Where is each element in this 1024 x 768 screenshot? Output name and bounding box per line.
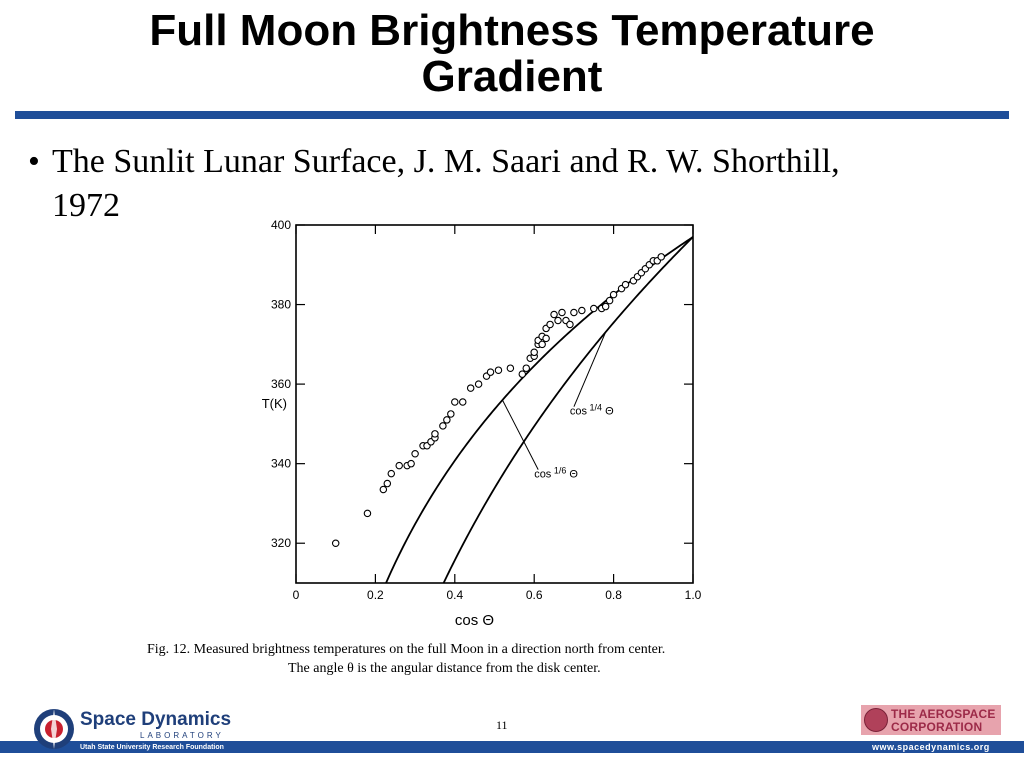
figure-caption: Fig. 12. Measured brightness temperature… <box>147 640 847 678</box>
x-tick-label: 0.2 <box>367 588 384 602</box>
data-point <box>443 416 451 424</box>
data-point <box>379 485 388 494</box>
data-point <box>451 398 459 406</box>
data-point <box>550 310 558 319</box>
data-point <box>474 380 483 388</box>
data-point <box>621 280 630 289</box>
data-point <box>383 479 392 488</box>
slide-title: Full Moon Brightness Temperature Gradien… <box>0 8 1024 100</box>
bullet-marker: • <box>28 143 40 180</box>
website-url: www.spacedynamics.org <box>872 742 990 752</box>
sdl-emblem-icon <box>34 709 74 749</box>
sdl-subtitle: LABORATORY <box>140 731 224 740</box>
data-point <box>387 469 396 478</box>
data-point <box>570 308 578 317</box>
aerospace-emblem-icon <box>864 708 888 732</box>
data-point <box>546 320 554 329</box>
x-tick-label: 0.6 <box>526 588 543 602</box>
y-tick-label: 340 <box>271 457 291 471</box>
curve-annotation: cos 1/4 Θ <box>570 403 614 418</box>
y-tick-label: 360 <box>271 377 291 391</box>
footer-bar <box>0 741 1024 753</box>
data-point <box>554 316 562 325</box>
data-point <box>530 348 538 357</box>
sdl-name: Space Dynamics <box>80 709 232 730</box>
model-curve <box>385 236 693 583</box>
annotation-leader <box>573 331 607 407</box>
page-number: 11 <box>496 718 508 732</box>
data-point <box>538 340 546 349</box>
data-point <box>411 449 419 458</box>
bullet-text-line2: 1972 <box>52 187 120 224</box>
slide-title-line2: Gradient <box>421 52 603 101</box>
aero-line1: THE AEROSPACE <box>891 707 996 721</box>
data-point <box>458 398 467 406</box>
aerospace-corporation-logo: THE AEROSPACE CORPORATION <box>861 705 1001 735</box>
y-tick-label: 400 <box>271 218 291 232</box>
data-point <box>494 366 503 374</box>
data-point <box>601 302 610 311</box>
caption-line1: Fig. 12. Measured brightness temperature… <box>147 642 666 657</box>
data-point <box>542 334 550 343</box>
plot-layer: 0 0.2 0.4 0.6 0.8 1.0 320 340 360 380 400 cos Θ T(K)… <box>262 218 702 629</box>
aero-line2: CORPORATION <box>891 720 983 734</box>
data-point <box>331 539 340 547</box>
space-dynamics-logo: Space Dynamics LABORATORY Utah State Uni… <box>32 707 238 755</box>
sdl-tagline: Utah State University Research Foundatio… <box>80 744 224 751</box>
data-point <box>657 253 665 261</box>
data-point <box>566 320 574 329</box>
bullet-text: The Sunlit Lunar Surface, J. M. Saari an… <box>52 140 992 228</box>
data-point <box>363 509 372 518</box>
x-tick-label: 0.8 <box>605 588 622 602</box>
y-tick-label: 320 <box>271 536 291 550</box>
data-point <box>558 308 566 317</box>
data-point <box>395 461 403 470</box>
data-point <box>589 304 598 313</box>
x-axis-label: cos Θ <box>455 612 494 629</box>
model-curve <box>442 236 693 583</box>
data-point <box>518 370 527 378</box>
curve-annotation: cos 1/6 Θ <box>534 466 578 481</box>
data-point <box>407 459 415 468</box>
data-point <box>506 364 515 372</box>
data-point <box>605 296 614 305</box>
data-point <box>609 290 618 299</box>
y-tick-label: 380 <box>271 298 291 312</box>
x-tick-label: 1.0 <box>685 588 702 602</box>
data-point <box>466 384 475 392</box>
data-point <box>522 364 531 372</box>
title-divider <box>15 111 1009 119</box>
bullet-text-line1: The Sunlit Lunar Surface, J. M. Saari an… <box>52 143 840 180</box>
brightness-temperature-chart: 0 0.2 0.4 0.6 0.8 1.0 320 340 360 380 400 cos Θ T(K)… <box>262 218 702 629</box>
data-point <box>431 430 439 438</box>
data-point <box>447 410 455 418</box>
x-tick-label: 0.4 <box>446 588 463 602</box>
y-axis-label: T(K) <box>262 396 287 411</box>
data-point <box>486 368 495 376</box>
data-point <box>439 422 447 430</box>
data-point <box>578 306 586 315</box>
x-tick-label: 0 <box>293 588 300 602</box>
slide-title-line1: Full Moon Brightness Temperature <box>149 6 875 55</box>
caption-line2: The angle θ is the angular distance from… <box>288 661 601 676</box>
plot-frame <box>295 224 694 584</box>
annotation-leader <box>501 399 539 470</box>
